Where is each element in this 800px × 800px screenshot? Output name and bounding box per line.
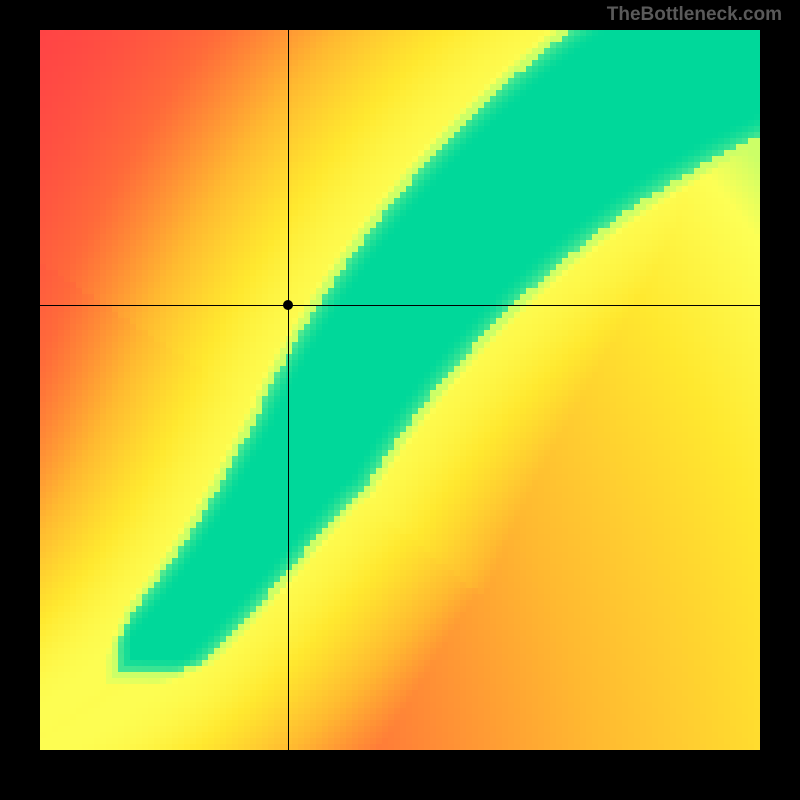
heatmap-plot — [40, 30, 760, 750]
attribution-text: TheBottleneck.com — [607, 4, 782, 26]
heatmap-canvas — [40, 30, 760, 750]
